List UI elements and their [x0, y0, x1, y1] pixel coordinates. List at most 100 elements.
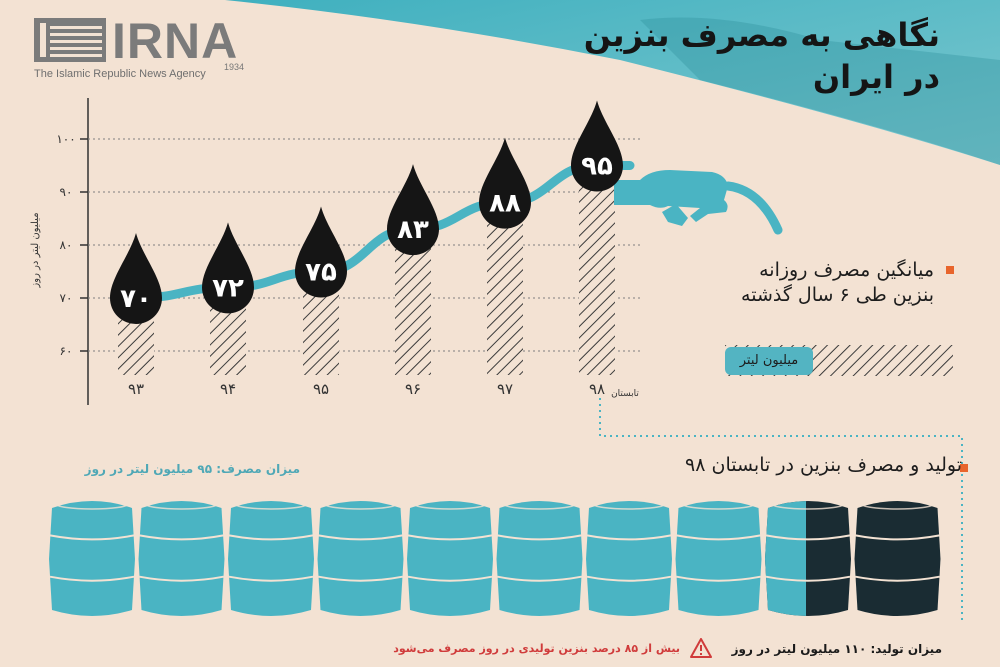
- x-tick-labels: ۹۳ ۹۴ ۹۵ ۹۶ ۹۷ ۹۸ تابستان: [128, 380, 639, 399]
- x-tick-label: ۹۶: [405, 380, 421, 398]
- barrel: [675, 498, 762, 616]
- data-label: ۷۵: [305, 258, 337, 288]
- barrel-rim: [860, 498, 935, 510]
- drop-shape: [295, 206, 347, 298]
- barrel-hoop: [855, 575, 940, 582]
- barrel-rim: [771, 498, 845, 510]
- barrel: [317, 498, 404, 616]
- bar: [487, 202, 523, 375]
- barrel: [765, 498, 851, 616]
- drop-marker: ۸۳: [387, 164, 439, 256]
- barrel-rim: [592, 498, 666, 510]
- barrel-hoop: [676, 575, 761, 582]
- barrel-hoop: [855, 534, 940, 541]
- barrel-rim: [681, 498, 756, 510]
- section-title: تولید و مصرف بنزین در تابستان ۹۸: [685, 454, 962, 476]
- warning-icon: [690, 638, 712, 658]
- barrel-hoop: [676, 534, 761, 541]
- barrel-hoop: [228, 575, 314, 582]
- barrel-rim: [323, 498, 398, 510]
- barrel-rim: [144, 498, 219, 510]
- data-label: ۸۳: [397, 215, 429, 245]
- drop-shape: [202, 222, 254, 314]
- barrel-body: [228, 501, 314, 616]
- barrel-hoop: [497, 575, 582, 582]
- drop-shape: [479, 137, 531, 229]
- barrel-hoop: [139, 575, 224, 582]
- barrel-fill: [765, 501, 806, 616]
- fuel-pump-photo-shade: [640, 17, 1000, 165]
- barrel-hoop: [586, 575, 672, 582]
- barrel-hoop: [497, 534, 582, 541]
- fuel-nozzle-icon: [614, 170, 783, 235]
- header-banner: [225, 0, 1000, 165]
- x-tick-label: ۹۸: [589, 380, 605, 398]
- barrel-hoop: [228, 534, 314, 541]
- title-line-1: نگاهی به مصرف بنزین: [583, 16, 940, 54]
- irna-logo-mark: [34, 18, 106, 62]
- barrel-hoop: [49, 534, 135, 541]
- barrel-body: [586, 501, 672, 616]
- brand-year: 1934: [224, 62, 245, 72]
- barrel-hoop: [586, 534, 672, 541]
- barrel-body: [49, 501, 135, 616]
- barrel-body: [675, 501, 762, 616]
- grid-layer: [88, 138, 640, 352]
- legend-bullet: [946, 266, 954, 274]
- barrel-rim: [502, 498, 577, 510]
- barrel-hoop: [407, 534, 493, 541]
- drop-shape: [387, 164, 439, 256]
- consumption-label: میزان مصرف: ۹۵ میلیون لیتر در روز: [84, 462, 300, 476]
- section-bullet: [960, 464, 968, 472]
- y-axis-label: میلیون لیتر در روز: [30, 212, 41, 288]
- brand-name: IRNA: [112, 13, 239, 69]
- drop-shape: [110, 233, 162, 324]
- page-title: نگاهی به مصرف بنزین در ایران: [560, 14, 940, 98]
- drops-layer: ۷۰ ۷۲ ۷۵ ۸۳ ۸۸ ۹۵: [110, 100, 623, 324]
- barrel: [496, 498, 583, 616]
- barrel-hoop: [765, 534, 851, 541]
- drop-marker: ۷۰: [110, 233, 162, 324]
- irna-logo: IRNA 1934 The Islamic Republic News Agen…: [34, 12, 254, 82]
- data-label: ۷۰: [120, 284, 152, 314]
- drop-shape: [571, 100, 623, 192]
- x-tick-note: تابستان: [611, 389, 639, 399]
- x-tick-label: ۹۵: [313, 380, 329, 398]
- barrel-hoop: [765, 575, 851, 582]
- bar: [579, 165, 615, 375]
- barrel-hoop: [139, 534, 224, 541]
- barrels-layer: [49, 498, 941, 616]
- drop-marker: ۹۵: [571, 100, 623, 192]
- barrel: [854, 498, 941, 616]
- brand-subtitle: The Islamic Republic News Agency: [34, 68, 206, 80]
- y-tick-labels: ۶۰ ۷۰ ۸۰ ۹۰ ۱۰۰: [56, 132, 88, 358]
- barrel-body: [407, 501, 493, 616]
- barrel-body: [138, 501, 225, 616]
- warning-label: بیش از ۸۵ درصد بنزین تولیدی در روز مصرف …: [393, 642, 680, 655]
- drop-marker: ۸۸: [479, 137, 531, 229]
- connector-dotted-line: [599, 398, 963, 620]
- x-tick-label: ۹۳: [128, 380, 144, 398]
- barrel-hoop: [49, 575, 135, 582]
- legend-text: میانگین مصرف روزانه بنزین طی ۶ سال گذشته: [741, 259, 934, 306]
- title-line-2: در ایران: [812, 58, 940, 96]
- drop-marker: ۷۵: [295, 206, 347, 298]
- data-label: ۹۵: [581, 152, 613, 182]
- y-tick-label: ۹۰: [60, 185, 73, 199]
- barrel: [586, 498, 672, 616]
- barrel-rim: [413, 498, 487, 510]
- barrel: [228, 498, 314, 616]
- barrel: [407, 498, 493, 616]
- barrel: [49, 498, 135, 616]
- x-tick-label: ۹۴: [220, 380, 236, 398]
- barrel-hoop: [407, 575, 493, 582]
- y-tick-label: ۷۰: [60, 291, 73, 305]
- barrel: [138, 498, 225, 616]
- barrel-body: [854, 501, 941, 616]
- barrel-body: [317, 501, 404, 616]
- barrel-hoop: [318, 575, 403, 582]
- production-label: میزان تولید: ۱۱۰ میلیون لیتر در روز: [731, 642, 942, 656]
- drop-marker: ۷۲: [202, 222, 254, 314]
- barrel-rim: [55, 498, 129, 510]
